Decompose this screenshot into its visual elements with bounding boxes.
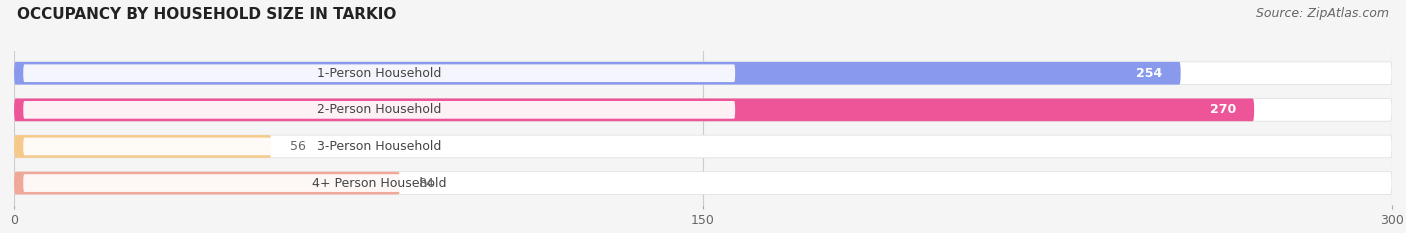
FancyBboxPatch shape	[14, 62, 1392, 85]
Text: 3-Person Household: 3-Person Household	[316, 140, 441, 153]
FancyBboxPatch shape	[14, 99, 1392, 121]
Text: 254: 254	[1136, 67, 1163, 80]
Text: 4+ Person Household: 4+ Person Household	[312, 177, 447, 190]
Text: 2-Person Household: 2-Person Household	[316, 103, 441, 116]
FancyBboxPatch shape	[14, 172, 399, 194]
FancyBboxPatch shape	[14, 99, 1254, 121]
Text: 270: 270	[1209, 103, 1236, 116]
FancyBboxPatch shape	[14, 62, 1181, 85]
Text: 56: 56	[290, 140, 305, 153]
FancyBboxPatch shape	[24, 101, 735, 119]
FancyBboxPatch shape	[14, 135, 1392, 158]
FancyBboxPatch shape	[14, 172, 1392, 194]
FancyBboxPatch shape	[24, 138, 735, 155]
Text: Source: ZipAtlas.com: Source: ZipAtlas.com	[1256, 7, 1389, 20]
Text: OCCUPANCY BY HOUSEHOLD SIZE IN TARKIO: OCCUPANCY BY HOUSEHOLD SIZE IN TARKIO	[17, 7, 396, 22]
FancyBboxPatch shape	[14, 135, 271, 158]
FancyBboxPatch shape	[24, 64, 735, 82]
Text: 1-Person Household: 1-Person Household	[316, 67, 441, 80]
Text: 84: 84	[418, 177, 434, 190]
FancyBboxPatch shape	[24, 174, 735, 192]
